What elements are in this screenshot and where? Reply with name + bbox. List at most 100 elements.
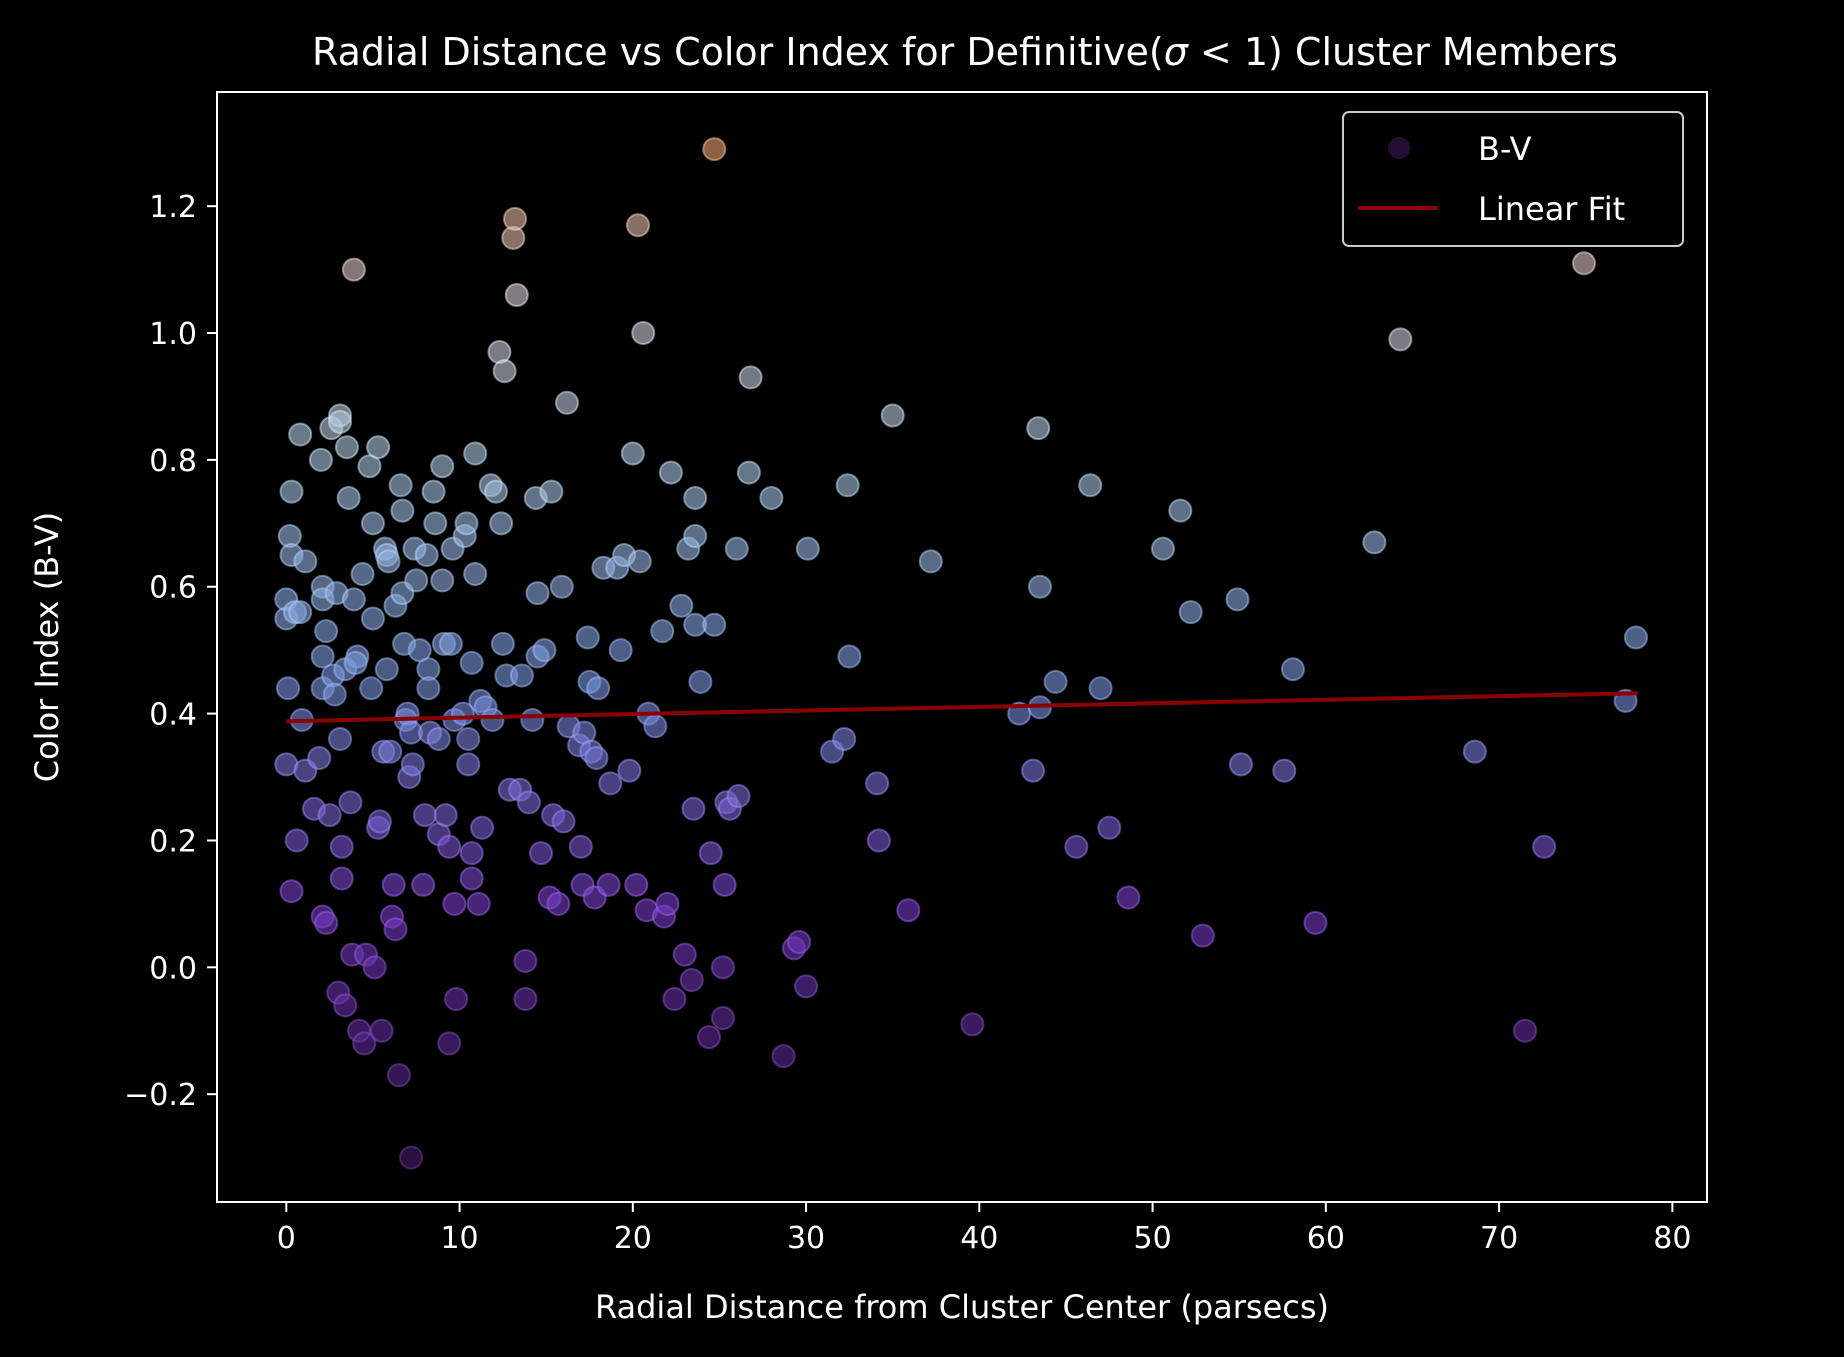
data-point <box>1303 910 1328 935</box>
data-point <box>608 638 633 663</box>
legend-box <box>1342 111 1684 247</box>
data-point <box>532 638 557 663</box>
data-point <box>284 828 309 853</box>
data-point <box>329 866 354 891</box>
data-point <box>624 872 649 897</box>
data-point <box>459 866 484 891</box>
data-point <box>310 644 335 669</box>
data-point <box>702 137 727 162</box>
data-point <box>456 752 481 777</box>
data-point <box>759 485 784 510</box>
data-point <box>832 726 857 751</box>
data-point <box>726 784 751 809</box>
data-point <box>376 549 401 574</box>
data-point <box>463 441 488 466</box>
data-point <box>1228 752 1253 777</box>
data-point <box>404 568 429 593</box>
data-point <box>329 834 354 859</box>
tick-layer: 0 10 20 30 40 50 60 70 80 −0.2 0.0 0.2 0.4 0.6 0.8 1.0 1… <box>124 190 1691 1256</box>
data-point <box>338 790 363 815</box>
data-point <box>1150 536 1175 561</box>
x-tick-label: 40 <box>960 1221 998 1256</box>
data-point <box>367 809 392 834</box>
data-point <box>688 669 713 694</box>
data-point <box>1462 739 1487 764</box>
data-point <box>314 910 339 935</box>
data-point <box>288 600 313 625</box>
data-point <box>1088 676 1113 701</box>
data-point <box>336 485 361 510</box>
data-point <box>880 403 905 428</box>
y-tick-label: 0.2 <box>149 824 197 859</box>
data-point <box>575 625 600 650</box>
data-point <box>456 726 481 751</box>
y-tick-label: 1.0 <box>149 317 197 352</box>
data-point <box>1532 834 1557 859</box>
data-point <box>437 1031 462 1056</box>
data-point <box>513 948 538 973</box>
data-point <box>279 879 304 904</box>
data-point <box>489 511 514 536</box>
data-point <box>466 891 491 916</box>
data-point <box>658 460 683 485</box>
data-point <box>1178 600 1203 625</box>
y-tick-label: 0.6 <box>149 571 197 606</box>
data-point <box>627 549 652 574</box>
data-point <box>598 771 623 796</box>
data-point <box>359 676 384 701</box>
points-layer <box>274 137 1648 1170</box>
data-point <box>584 746 609 770</box>
data-point <box>554 390 579 415</box>
data-point <box>794 974 819 999</box>
data-point <box>724 536 749 561</box>
data-point <box>551 809 576 834</box>
data-point <box>442 891 467 916</box>
plot-frame <box>216 91 1708 1203</box>
legend-marker-icon <box>1388 137 1410 159</box>
data-point <box>683 524 708 548</box>
y-tick-label: 0.4 <box>149 698 197 733</box>
data-point <box>620 441 645 466</box>
data-point <box>352 1031 377 1056</box>
data-point <box>293 549 318 574</box>
data-point <box>655 891 680 916</box>
data-point <box>437 834 462 859</box>
data-point <box>470 815 495 840</box>
data-point <box>459 650 484 675</box>
data-point <box>1623 625 1648 650</box>
data-point <box>1225 587 1250 612</box>
data-point <box>712 872 737 897</box>
x-tick-label: 80 <box>1653 1221 1691 1256</box>
data-point <box>421 479 446 504</box>
data-point <box>374 657 399 682</box>
data-point <box>1097 815 1122 840</box>
data-point <box>492 359 517 384</box>
data-point <box>343 650 368 675</box>
data-point <box>516 790 541 815</box>
data-point <box>369 1018 394 1043</box>
data-point <box>483 479 508 504</box>
data-point <box>317 803 342 828</box>
chart-title: Radial Distance vs Color Index for Defin… <box>312 30 1618 74</box>
data-point <box>504 282 529 307</box>
data-point <box>433 803 458 828</box>
data-point <box>1272 758 1297 783</box>
data-point <box>896 898 921 923</box>
y-tick-label: 1.2 <box>149 190 197 225</box>
data-point <box>1388 327 1413 352</box>
data-point <box>866 828 891 853</box>
data-point <box>416 676 441 701</box>
data-point <box>480 707 505 732</box>
data-point <box>631 321 656 346</box>
x-tick-label: 20 <box>614 1221 652 1256</box>
data-point <box>341 587 366 612</box>
data-point <box>835 473 860 498</box>
data-point <box>333 993 358 1018</box>
data-point <box>328 409 353 434</box>
data-point <box>386 1063 411 1088</box>
data-point <box>669 593 694 618</box>
data-point <box>276 676 301 701</box>
data-point <box>650 619 675 644</box>
data-point <box>414 543 439 568</box>
